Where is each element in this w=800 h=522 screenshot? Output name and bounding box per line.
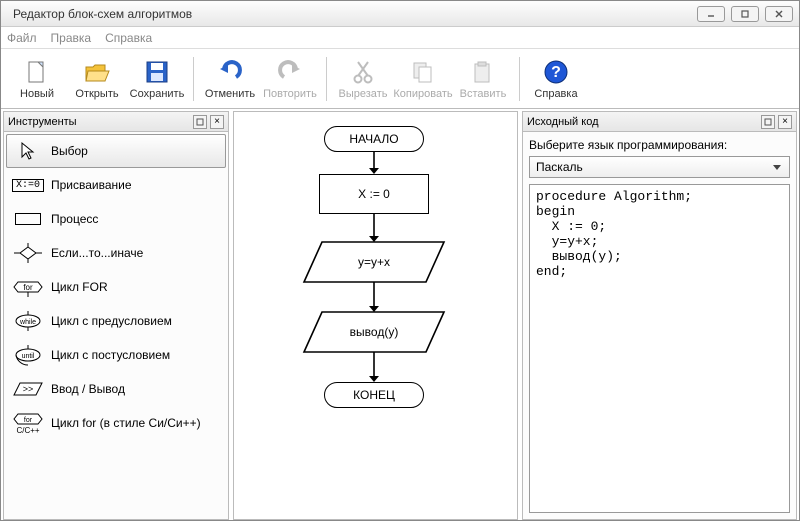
tool-label: Цикл FOR [51,280,108,294]
undo-icon [216,58,244,86]
tool-process[interactable]: Процесс [6,202,226,236]
tools-panel-header: Инструменты × [4,112,228,132]
code-panel-header: Исходный код × [523,112,796,132]
language-value: Паскаль [536,160,583,174]
window-title: Редактор блок-схем алгоритмов [7,7,691,21]
help-icon: ? [542,58,570,86]
flow-assign[interactable]: X := 0 [319,174,429,214]
tool-until[interactable]: until Цикл с постусловием [6,338,226,372]
save-icon [143,58,171,86]
tool-label: Выбор [51,144,88,158]
code-panel-title: Исходный код [527,116,758,128]
svg-text:until: until [22,353,35,360]
paste-button[interactable]: Вставить [453,52,513,106]
tool-label: Цикл с постусловием [51,348,170,362]
tool-assign[interactable]: X:=0 Присваивание [6,168,226,202]
toolbar: Новый Открыть Сохранить Отменить Повтори… [1,49,799,109]
panel-float-button[interactable] [193,115,207,129]
svg-text:while: while [19,319,36,326]
flow-end[interactable]: КОНЕЦ [324,382,424,408]
tool-while[interactable]: while Цикл с предусловием [6,304,226,338]
cut-icon [349,58,377,86]
tool-list: Выбор X:=0 Присваивание Процесс Если...т… [4,132,228,519]
save-button[interactable]: Сохранить [127,52,187,106]
tool-label: Цикл с предусловием [51,314,172,328]
tool-ifelse[interactable]: Если...то...иначе [6,236,226,270]
redo-button[interactable]: Повторить [260,52,320,106]
open-button[interactable]: Открыть [67,52,127,106]
redo-label: Повторить [263,88,317,100]
cursor-icon [11,139,45,163]
flow-start[interactable]: НАЧАЛО [324,126,424,152]
tool-label: Цикл for (в стиле Си/Си++) [51,416,201,430]
file-new-icon [23,58,51,86]
cut-label: Вырезать [339,88,388,100]
assign-icon: X:=0 [11,173,45,197]
tool-label: Присваивание [51,178,132,192]
help-label: Справка [534,88,577,100]
new-button[interactable]: Новый [7,52,67,106]
open-label: Открыть [75,88,118,100]
canvas[interactable]: y=y+x вывод(y) НАЧАЛО X := 0 КОНЕЦ [233,111,518,520]
copy-label: Копировать [393,88,452,100]
svg-text:for: for [24,417,33,424]
tool-cfor[interactable]: for C/C++ Цикл for (в стиле Си/Си++) [6,406,226,440]
svg-text:?: ? [551,64,561,81]
panel-close-button[interactable]: × [778,115,792,129]
menubar: Файл Правка Справка [1,27,799,49]
folder-open-icon [83,58,111,86]
while-icon: while [11,309,45,333]
panel-close-button[interactable]: × [210,115,224,129]
code-panel: Исходный код × Выберите язык программиро… [522,111,797,520]
io-icon: >> [11,377,45,401]
flow-out[interactable]: вывод(y) [304,312,444,352]
process-icon [11,207,45,231]
help-button[interactable]: ? Справка [526,52,586,106]
workarea: Инструменты × Выбор X:=0 Присваивание [1,109,799,522]
cut-button[interactable]: Вырезать [333,52,393,106]
language-select[interactable]: Паскаль [529,156,790,178]
menu-edit[interactable]: Правка [51,31,92,45]
code-output[interactable]: procedure Algorithm; begin X := 0; y=y+x… [529,184,790,513]
toolbar-separator [326,57,327,101]
until-icon: until [11,343,45,367]
maximize-button[interactable] [731,6,759,22]
redo-icon [276,58,304,86]
tool-io[interactable]: >> Ввод / Вывод [6,372,226,406]
svg-text:y=y+x: y=y+x [358,255,390,269]
svg-text:for: for [23,283,33,292]
tool-label: Ввод / Вывод [51,382,125,396]
copy-button[interactable]: Копировать [393,52,453,106]
tool-label: Процесс [51,212,98,226]
close-button[interactable] [765,6,793,22]
toolbar-separator [519,57,520,101]
for-icon: for [11,275,45,299]
undo-label: Отменить [205,88,255,100]
diamond-icon [11,241,45,265]
choose-language-label: Выберите язык программирования: [529,138,790,152]
tool-for[interactable]: for Цикл FOR [6,270,226,304]
tool-label: Если...то...иначе [51,246,143,260]
tool-select[interactable]: Выбор [6,134,226,168]
menu-help[interactable]: Справка [105,31,152,45]
save-label: Сохранить [130,88,185,100]
titlebar: Редактор блок-схем алгоритмов [1,1,799,27]
svg-text:>>: >> [23,384,34,394]
paste-icon [469,58,497,86]
menu-file[interactable]: Файл [7,31,37,45]
copy-icon [409,58,437,86]
cfor-icon: for C/C++ [11,411,45,435]
new-label: Новый [20,88,54,100]
svg-text:вывод(y): вывод(y) [350,325,399,339]
toolbar-separator [193,57,194,101]
flow-calc[interactable]: y=y+x [304,242,444,282]
paste-label: Вставить [460,88,507,100]
tools-panel: Инструменты × Выбор X:=0 Присваивание [3,111,229,520]
tools-panel-title: Инструменты [8,116,190,128]
undo-button[interactable]: Отменить [200,52,260,106]
code-panel-body: Выберите язык программирования: Паскаль … [523,132,796,519]
panel-float-button[interactable] [761,115,775,129]
minimize-button[interactable] [697,6,725,22]
